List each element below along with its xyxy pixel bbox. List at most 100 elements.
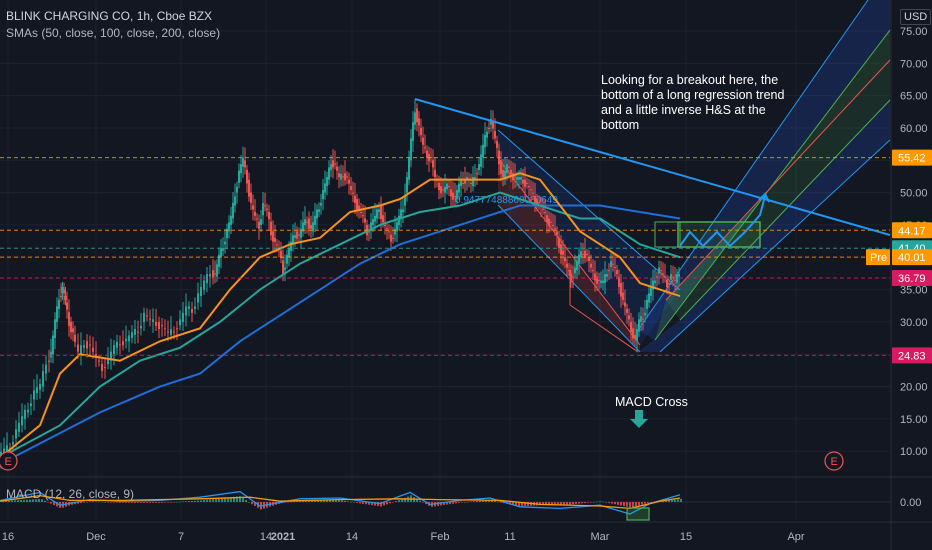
macd-indicator-label[interactable]: MACD (12, 26, close, 9): [6, 487, 135, 501]
candle-body: [288, 248, 290, 258]
up-channel-band-3: [666, 60, 890, 320]
candle-body: [384, 224, 386, 226]
candle-body: [506, 164, 508, 174]
candle-body: [350, 186, 352, 191]
time-tick-label: 14: [346, 531, 358, 543]
candle-body: [236, 186, 238, 193]
macd-histogram-bar: [287, 502, 289, 503]
candle-body: [460, 180, 462, 187]
candle-body: [104, 367, 106, 369]
macd-histogram-bar: [479, 500, 481, 502]
macd-histogram-bar: [113, 502, 115, 503]
candle-body: [200, 286, 202, 297]
candle-body: [42, 371, 44, 387]
candle-body: [596, 276, 598, 284]
candle-body: [68, 312, 70, 326]
candle-body: [173, 331, 175, 333]
candle-body: [590, 263, 592, 268]
candle-body: [542, 208, 544, 210]
macd-histogram-bar: [149, 502, 151, 503]
candle-body: [530, 189, 532, 191]
macd-histogram-bar: [587, 502, 589, 503]
candle-body: [558, 237, 560, 249]
macd-histogram-bar: [662, 501, 664, 502]
projection-path: [679, 195, 766, 248]
candle-body: [206, 274, 208, 284]
candle-body: [534, 195, 536, 203]
candle-body: [238, 170, 240, 183]
macd-histogram-bar: [137, 502, 139, 503]
macd-histogram-bar: [650, 502, 652, 503]
candle-body: [388, 231, 390, 233]
candle-body: [372, 219, 374, 225]
candle-body: [161, 325, 163, 327]
macd-histogram-bar: [647, 502, 649, 503]
channel-mid: [497, 157, 641, 346]
macd-histogram-bar: [485, 500, 487, 502]
candle-body: [486, 131, 488, 138]
sma-indicator-label[interactable]: SMAs (50, close, 100, close, 200, close): [6, 26, 221, 40]
macd-histogram-bar: [230, 497, 232, 502]
candle-body: [414, 112, 416, 125]
macd-cross-arrow-shaft: [635, 410, 643, 420]
candle-body: [27, 409, 29, 413]
time-tick-label: Apr: [787, 531, 804, 543]
candle-body: [446, 183, 448, 190]
macd-histogram-bar: [242, 497, 244, 502]
candle-body: [484, 135, 486, 148]
macd-histogram-bar: [572, 502, 574, 505]
candle-body: [518, 177, 520, 180]
macd-histogram-bar: [212, 499, 214, 502]
candle-body: [348, 179, 350, 184]
earnings-marker-label: E: [831, 456, 838, 468]
macd-tick-label: 0.00: [900, 497, 921, 509]
macd-histogram-bar: [386, 502, 388, 505]
time-tick-label: 11: [504, 531, 515, 543]
macd-histogram-bar: [383, 502, 385, 506]
macd-histogram-bar: [353, 502, 355, 503]
macd-histogram-bar: [644, 502, 646, 504]
candle-body: [64, 296, 67, 300]
candle-body: [191, 308, 193, 313]
candle-body: [408, 157, 410, 180]
macd-histogram-bar: [128, 502, 130, 503]
candle-body: [296, 231, 298, 239]
candle-body: [514, 176, 516, 178]
macd-histogram-bar: [548, 502, 550, 506]
macd-cross-label: MACD Cross: [615, 395, 688, 409]
candle-body: [306, 221, 308, 223]
candle-body: [374, 215, 376, 222]
price-tick-label: 60.00: [900, 123, 928, 135]
macd-histogram-bar: [104, 501, 106, 503]
candles: [0, 99, 680, 469]
candle-body: [492, 121, 494, 129]
candle-body: [330, 164, 332, 170]
candle-body: [432, 160, 434, 168]
candle-body: [494, 131, 496, 139]
price-axis[interactable]: 10.0015.0020.0025.0030.0035.0040.0045.00…: [866, 26, 932, 458]
candle-body: [588, 257, 590, 262]
macd-histogram-bar: [545, 502, 547, 506]
candle-body: [179, 319, 181, 326]
candle-body: [146, 315, 148, 317]
macd-histogram-bar: [500, 502, 502, 503]
candle-body: [268, 212, 270, 220]
symbol-title[interactable]: BLINK CHARGING CO, 1h, Cboe BZX: [6, 9, 213, 23]
macd-histogram-bar: [470, 501, 472, 503]
macd-histogram-bar: [194, 500, 196, 502]
macd-histogram-bar: [245, 499, 247, 502]
macd-histogram-bar: [125, 502, 127, 503]
candle-body: [230, 215, 232, 225]
candle-body: [72, 328, 74, 333]
candle-body: [328, 167, 330, 180]
macd-histogram-bar: [374, 502, 376, 506]
candle-body: [582, 254, 584, 256]
macd-histogram-bar: [86, 501, 88, 503]
candle-body: [122, 341, 124, 346]
candle-body: [616, 270, 618, 275]
currency-label[interactable]: USD: [900, 9, 932, 25]
candle-body: [248, 179, 250, 197]
